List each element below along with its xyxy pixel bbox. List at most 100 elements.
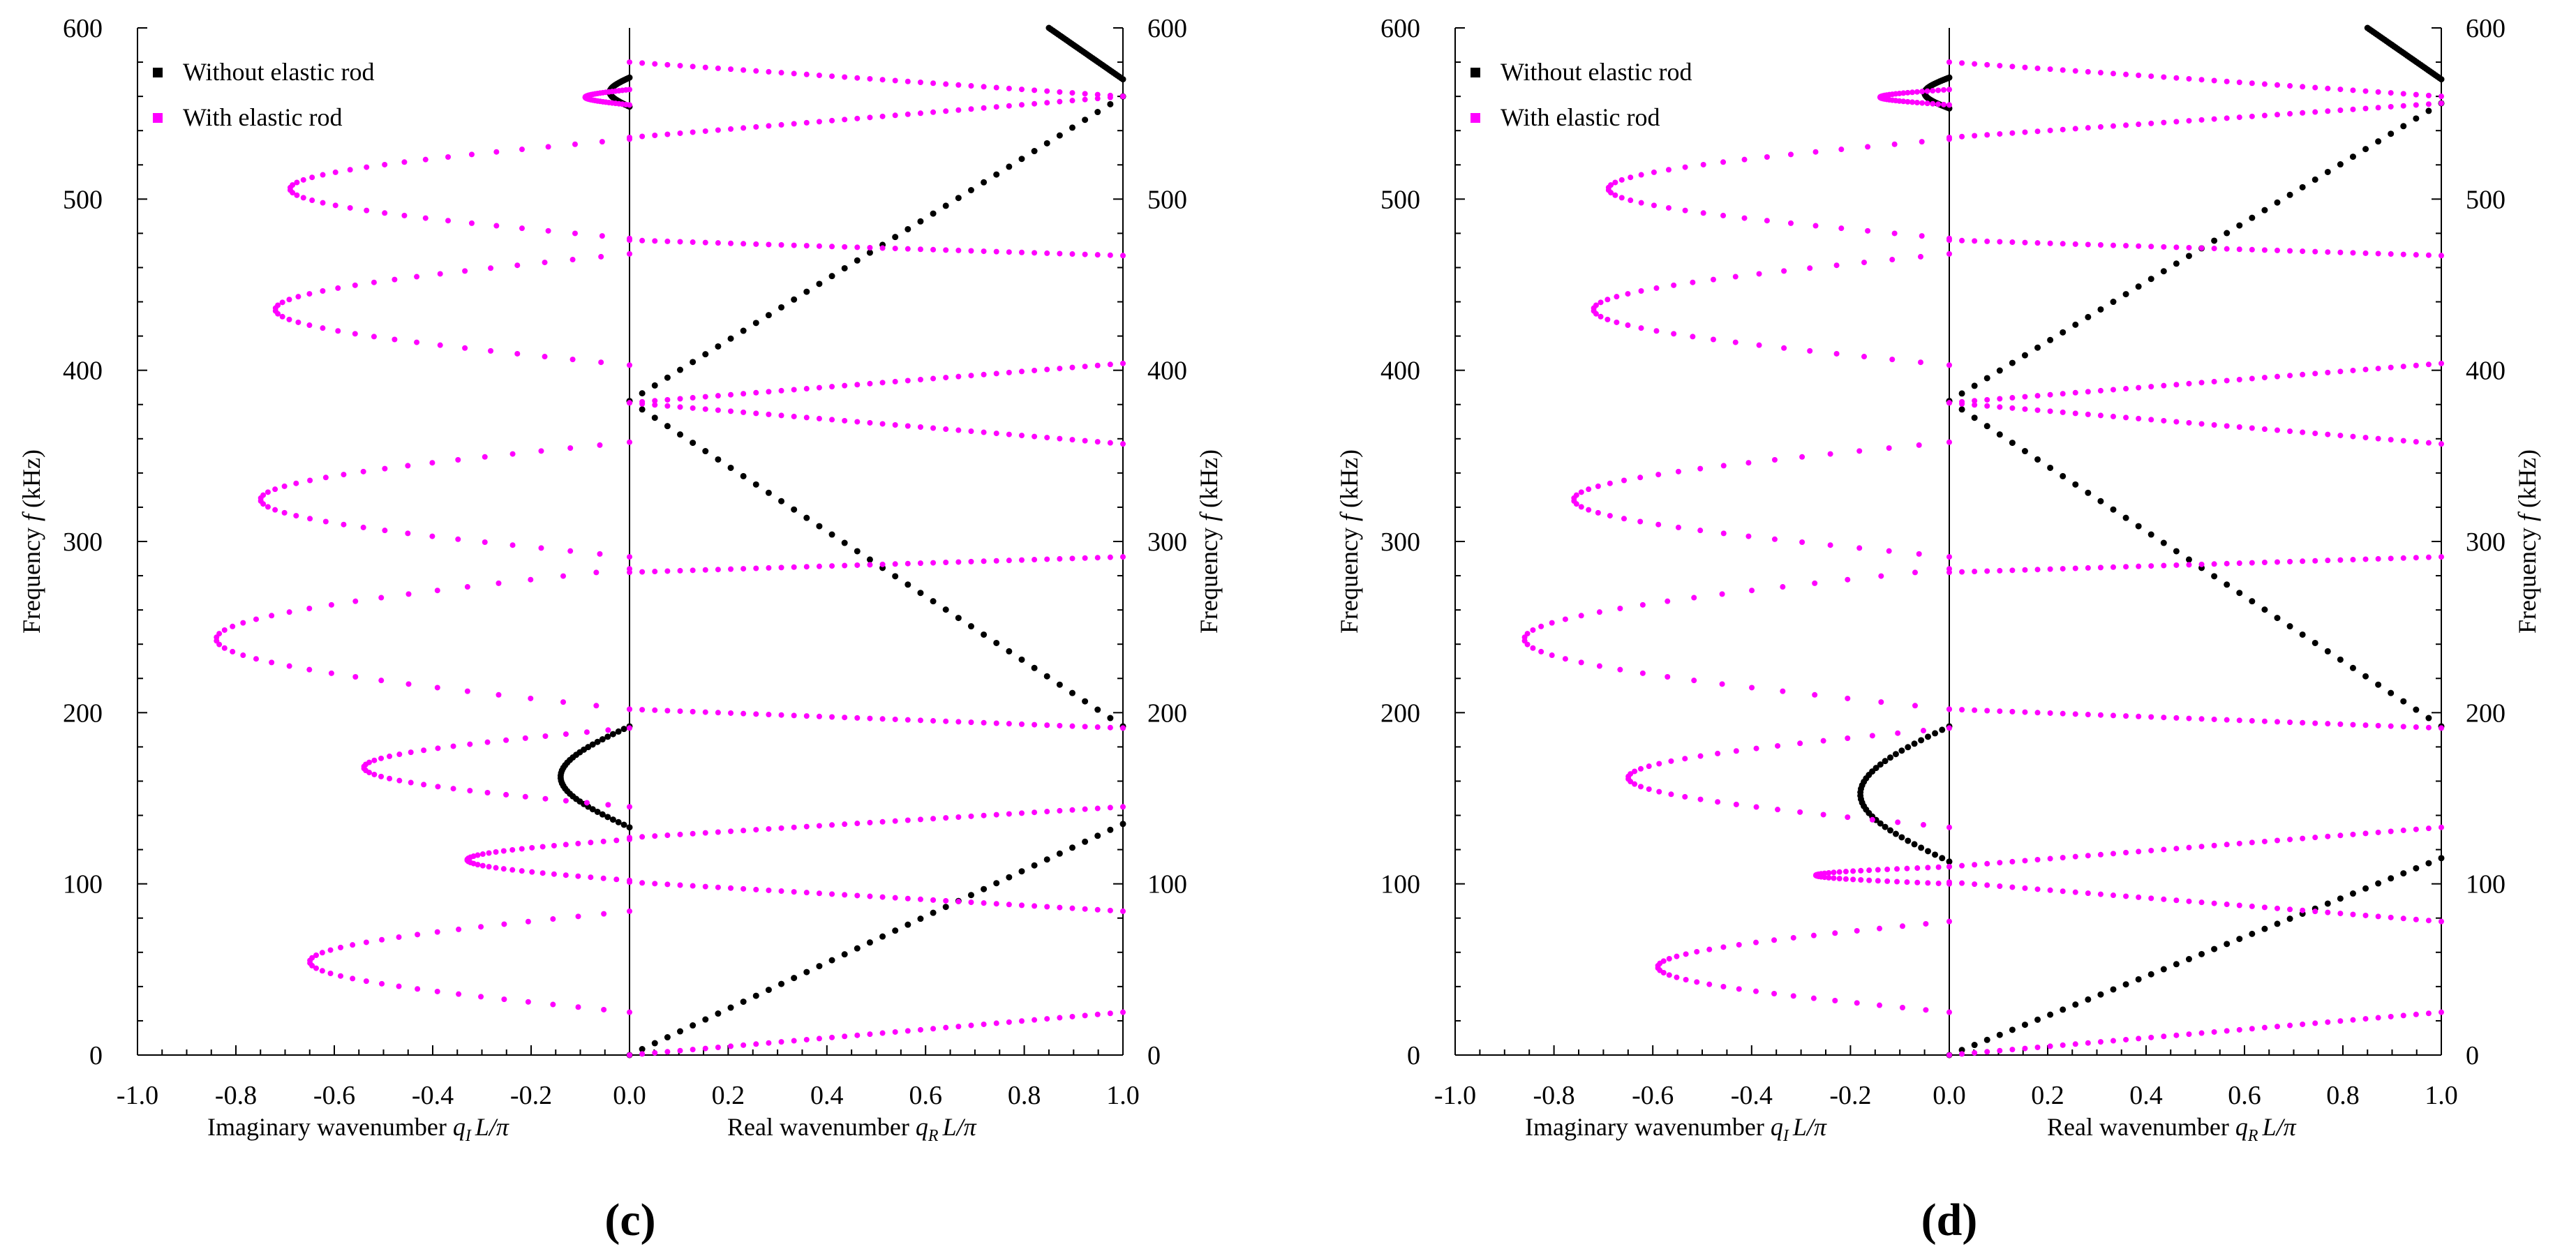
data-point (2324, 168, 2331, 175)
data-point (1057, 904, 1063, 911)
data-point (1032, 87, 1038, 94)
data-point (1812, 223, 1819, 229)
data-point (2224, 115, 2230, 121)
data-point (1753, 804, 1759, 810)
series-with-real-20 (1946, 360, 2444, 406)
x-tick-label-imag: -0.2 (1829, 1081, 1871, 1110)
data-point (2186, 118, 2192, 124)
data-point (627, 835, 632, 841)
data-point (879, 77, 886, 83)
data-point (904, 895, 911, 902)
data-point (1719, 591, 1725, 597)
data-point (1653, 285, 1660, 291)
data-point (854, 548, 861, 555)
data-point (2060, 391, 2066, 397)
data-point (572, 141, 578, 147)
data-point (728, 566, 734, 572)
y-tick-label-right: 600 (2466, 14, 2506, 43)
data-point (387, 753, 393, 759)
data-point (803, 414, 810, 421)
data-point (2097, 387, 2104, 394)
data-point (1094, 706, 1101, 713)
data-point (1120, 1009, 1126, 1015)
y-tick-label-left: 600 (1380, 14, 1420, 43)
y-tick-label-left: 500 (1380, 185, 1420, 214)
data-point (1920, 822, 1926, 828)
data-point (702, 64, 708, 70)
data-point (486, 850, 492, 856)
data-point (545, 227, 551, 234)
data-point (414, 339, 420, 345)
data-point (981, 719, 987, 726)
data-point (1666, 955, 1672, 962)
data-point (904, 246, 911, 252)
data-point (309, 197, 315, 204)
data-point (1666, 972, 1672, 978)
data-point (2349, 154, 2356, 160)
data-point (2186, 419, 2192, 426)
data-point (828, 957, 835, 964)
data-point (1720, 530, 1727, 537)
data-point (2224, 230, 2231, 237)
data-point (778, 1039, 784, 1045)
data-point (2047, 408, 2053, 414)
data-point (968, 719, 974, 726)
data-point (728, 126, 734, 132)
data-point (1894, 879, 1900, 885)
data-point (1632, 768, 1638, 775)
data-point (341, 521, 347, 528)
data-point (1983, 423, 1990, 430)
data-point (366, 759, 372, 765)
data-point (2362, 1016, 2369, 1022)
data-point (2249, 375, 2255, 382)
data-point (2337, 557, 2344, 563)
data-point (841, 264, 848, 271)
data-point (2148, 244, 2154, 250)
data-point (1018, 810, 1025, 816)
data-point (728, 828, 734, 835)
data-point (396, 777, 403, 784)
data-point (2072, 389, 2078, 396)
data-point (1925, 865, 1931, 871)
series-with-real-15 (627, 879, 1126, 914)
data-point (435, 784, 441, 790)
data-point (1866, 877, 1873, 883)
data-point (1107, 1010, 1113, 1017)
data-point (955, 899, 962, 905)
data-point (627, 439, 632, 445)
data-point (2009, 1026, 2016, 1033)
data-point (1120, 253, 1126, 259)
data-point (2413, 439, 2419, 445)
data-point (727, 335, 734, 342)
data-point (955, 615, 962, 622)
data-point (968, 813, 974, 819)
data-point (1909, 89, 1916, 96)
data-point (1971, 1042, 1978, 1049)
data-point (2147, 531, 2154, 538)
data-point (1875, 878, 1881, 884)
data-point (1120, 554, 1126, 560)
data-point (2261, 718, 2268, 724)
data-point (2198, 380, 2205, 386)
data-point (1845, 695, 1851, 701)
data-point (290, 182, 296, 188)
data-point (1082, 1012, 1088, 1019)
data-point (437, 342, 443, 348)
data-point (1939, 726, 1946, 733)
data-point (2047, 464, 2054, 471)
data-point (2261, 81, 2268, 87)
data-point (2400, 123, 2407, 130)
data-point (627, 554, 632, 560)
data-point (1756, 271, 1762, 277)
data-point (803, 969, 810, 975)
data-point (2439, 360, 2444, 366)
data-point (702, 239, 708, 246)
data-point (1094, 555, 1101, 561)
data-point (2022, 64, 2028, 70)
data-point (2261, 426, 2268, 433)
data-point (2275, 82, 2280, 88)
data-point (1959, 133, 1965, 140)
data-point (1997, 567, 2003, 574)
data-point (2224, 246, 2230, 252)
data-point (2072, 241, 2078, 247)
